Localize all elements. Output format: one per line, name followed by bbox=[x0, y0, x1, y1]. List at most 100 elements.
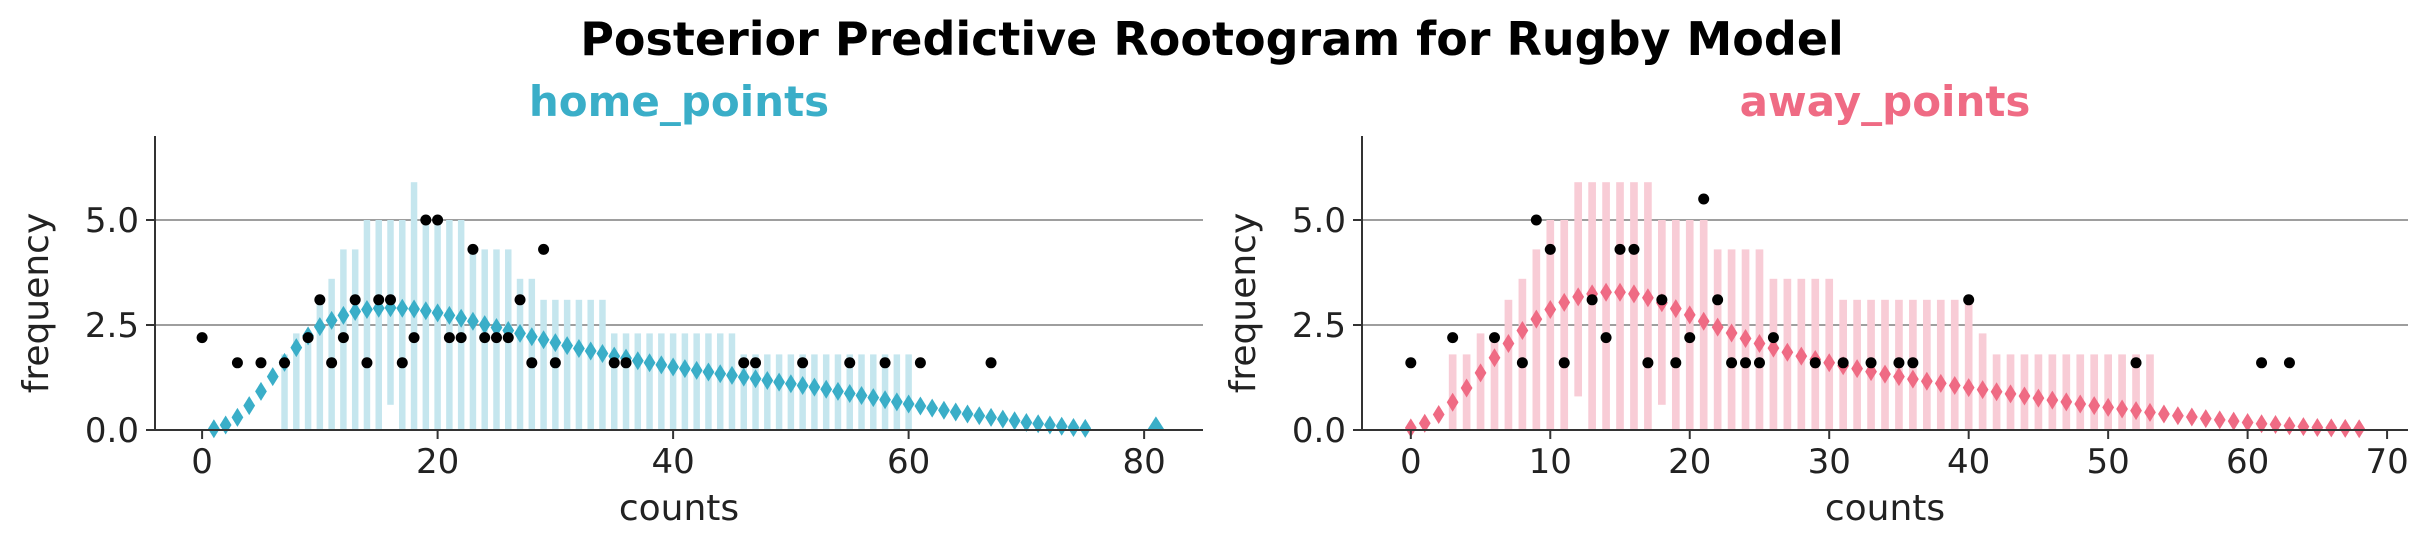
away-x-tick-label: 0 bbox=[1400, 442, 1422, 482]
home-band bbox=[575, 299, 583, 430]
away-band bbox=[1616, 182, 1624, 430]
away-y-axis-label: frequency bbox=[1223, 213, 1264, 394]
home-expected-marker bbox=[773, 372, 785, 392]
away-observed-point bbox=[1516, 357, 1528, 369]
away-x-tick-label: 70 bbox=[2365, 442, 2408, 482]
away-expected-marker bbox=[1558, 292, 1571, 312]
away-expected-marker bbox=[2325, 418, 2338, 438]
away-x-tick-label: 30 bbox=[1808, 442, 1851, 482]
away-observed-point bbox=[1544, 243, 1556, 255]
away-observed-point bbox=[1740, 357, 1752, 369]
away-observed-point bbox=[1837, 357, 1849, 369]
home-expected-marker bbox=[537, 330, 550, 350]
home-expected-marker bbox=[961, 404, 974, 424]
away-expected-marker bbox=[1544, 299, 1557, 319]
home-band bbox=[351, 249, 359, 430]
away-expected-marker bbox=[2227, 411, 2240, 431]
home-expected-marker bbox=[361, 299, 373, 319]
away-band bbox=[1490, 333, 1499, 430]
away-observed-point bbox=[1907, 357, 1919, 369]
home-expected-marker bbox=[702, 362, 715, 382]
home-expected-marker bbox=[737, 367, 750, 387]
home-band bbox=[363, 220, 371, 430]
home-expected-marker bbox=[985, 407, 997, 427]
away-expected-marker bbox=[1460, 378, 1473, 398]
away-observed-point bbox=[1684, 332, 1696, 344]
home-expected-marker bbox=[408, 299, 420, 319]
home-expected-marker bbox=[1146, 416, 1165, 431]
home-expected-marker bbox=[690, 360, 703, 380]
home-expected-marker bbox=[808, 377, 821, 397]
away-band bbox=[2118, 354, 2126, 430]
home-band bbox=[669, 333, 677, 430]
away-expected-marker bbox=[2144, 402, 2156, 422]
away-x-tick-label: 20 bbox=[1668, 442, 1711, 482]
away-expected-marker bbox=[2102, 397, 2115, 417]
home-expected-marker bbox=[290, 338, 303, 358]
home-observed-point bbox=[373, 294, 385, 306]
home-expected-marker bbox=[478, 315, 491, 335]
away-x-axis-label: counts bbox=[1825, 488, 1945, 529]
home-band bbox=[434, 220, 441, 430]
home-expected-marker bbox=[266, 367, 279, 387]
figure-title: Posterior Predictive Rootogram for Rugby… bbox=[580, 12, 1844, 66]
home-y-tick-label: 2.5 bbox=[85, 306, 139, 346]
home-band bbox=[316, 299, 324, 430]
away-expected-marker bbox=[1669, 299, 1682, 319]
home-expected-marker bbox=[714, 364, 727, 384]
away-observed-point bbox=[1530, 214, 1542, 226]
home-expected-marker bbox=[784, 374, 797, 394]
home-expected-marker bbox=[749, 369, 762, 389]
away-x-tick-label: 60 bbox=[2226, 442, 2269, 482]
home-x-axis-label: counts bbox=[619, 488, 739, 529]
away-expected-marker bbox=[1614, 282, 1626, 302]
home-observed-point bbox=[797, 357, 809, 369]
away-expected-marker bbox=[2255, 414, 2268, 434]
away-band bbox=[2076, 354, 2085, 430]
home-band bbox=[622, 333, 630, 430]
away-band bbox=[2062, 354, 2071, 430]
home-band bbox=[328, 278, 335, 430]
home-band bbox=[893, 354, 901, 430]
home-expected-marker bbox=[655, 355, 668, 375]
home-expected-marker bbox=[1044, 415, 1056, 435]
away-expected-marker bbox=[1795, 346, 1808, 366]
away-observed-point bbox=[1488, 332, 1500, 344]
away-observed-point bbox=[1698, 193, 1710, 205]
home-band bbox=[740, 354, 748, 430]
home-expected-marker bbox=[926, 398, 939, 418]
away-expected-marker bbox=[2353, 419, 2366, 439]
away-observed-point bbox=[1656, 294, 1668, 306]
home-band bbox=[646, 333, 653, 430]
away-expected-marker bbox=[1962, 378, 1975, 398]
home-band bbox=[705, 333, 712, 430]
home-observed-point bbox=[432, 214, 444, 226]
home-observed-point bbox=[314, 294, 326, 306]
home-observed-point bbox=[408, 332, 420, 344]
away-expected-marker bbox=[1446, 392, 1459, 412]
away-expected-marker bbox=[1474, 363, 1487, 383]
home-x-tick-label: 60 bbox=[887, 442, 930, 482]
home-expected-marker bbox=[596, 344, 609, 364]
away-band bbox=[1546, 220, 1555, 430]
away-expected-marker bbox=[1432, 404, 1445, 424]
home-expected-marker bbox=[573, 339, 585, 359]
away-band bbox=[1713, 249, 1722, 430]
home-expected-marker bbox=[243, 396, 256, 416]
away-expected-marker bbox=[1739, 328, 1752, 348]
home-expected-marker bbox=[313, 317, 326, 337]
home-expected-marker bbox=[855, 386, 868, 406]
home-band bbox=[610, 333, 618, 430]
home-observed-point bbox=[514, 294, 526, 306]
away-expected-marker bbox=[1781, 342, 1794, 362]
home-observed-point bbox=[490, 332, 502, 344]
away-band bbox=[1532, 249, 1541, 430]
away-band bbox=[2104, 354, 2112, 430]
home-observed-point bbox=[538, 243, 550, 255]
home-band bbox=[634, 333, 642, 430]
home-band bbox=[516, 278, 524, 430]
home-expected-marker bbox=[890, 392, 903, 412]
home-observed-point bbox=[255, 357, 267, 369]
away-observed-point bbox=[1767, 332, 1779, 344]
